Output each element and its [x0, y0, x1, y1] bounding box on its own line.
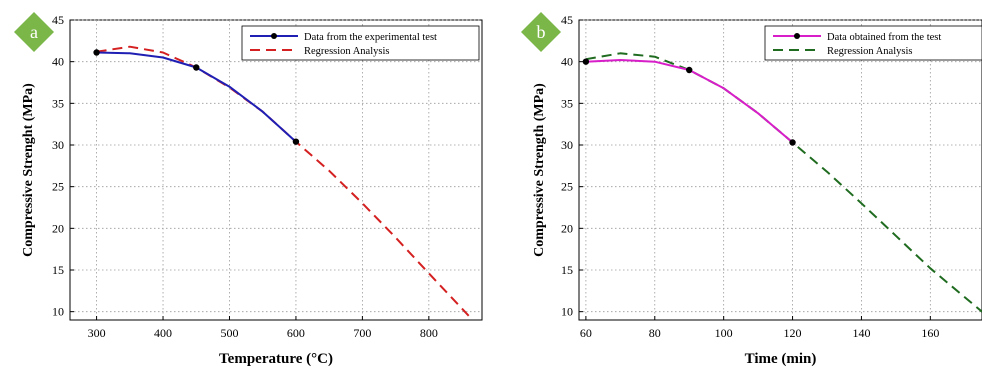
plot-area — [69, 19, 483, 321]
panel-a-chart: 300 400 500 600 700 800 10 15 20 25 30 35 40 45 Temper… — [14, 12, 483, 367]
y-tick-label: 25 — [52, 180, 64, 194]
legend-marker — [794, 33, 800, 39]
legend-box — [241, 25, 480, 61]
panel-badge — [14, 12, 54, 52]
legend-label: Data from the experimental test — [304, 32, 437, 43]
y-axis-label: Compressive Strenght (MPa) — [21, 83, 36, 257]
x-tick-label: 300 — [88, 326, 106, 340]
panel-b-chart: 60 80 100 120 140 160 10 15 20 25 30 35 40 45 Time (mi… — [521, 12, 982, 367]
x-tick-label: 140 — [852, 326, 870, 340]
x-tick-label: 400 — [154, 326, 172, 340]
plot-area — [578, 19, 982, 321]
x-tick-label: 800 — [420, 326, 438, 340]
y-tick-label: 35 — [561, 96, 573, 110]
panel-badge-label: a — [30, 22, 38, 42]
y-tick-label: 45 — [561, 13, 573, 27]
y-tick-label: 30 — [561, 138, 573, 152]
y-tick-label: 10 — [561, 305, 573, 319]
panel-badge-label: b — [537, 22, 546, 42]
x-tick-label: 120 — [784, 326, 802, 340]
y-tick-label: 30 — [52, 138, 64, 152]
y-tick-label: 15 — [52, 263, 64, 277]
y-tick-label: 15 — [561, 263, 573, 277]
y-tick-label: 10 — [52, 305, 64, 319]
y-tick-label: 40 — [561, 55, 573, 69]
legend-box — [764, 25, 982, 61]
x-tick-label: 600 — [287, 326, 305, 340]
x-tick-label: 80 — [649, 326, 661, 340]
y-tick-label: 35 — [52, 96, 64, 110]
legend-marker — [271, 33, 277, 39]
legend-label: Data obtained from the test — [827, 32, 941, 43]
x-tick-label: 160 — [921, 326, 939, 340]
y-tick-label: 40 — [52, 55, 64, 69]
x-tick-label: 100 — [715, 326, 733, 340]
data-point-marker — [93, 49, 100, 56]
data-point-marker — [193, 64, 200, 71]
x-axis-label: Time (min) — [745, 351, 817, 367]
y-tick-label: 20 — [561, 221, 573, 235]
data-point-marker — [789, 139, 796, 146]
panel-badge — [521, 12, 561, 52]
y-axis-label: Compressive Strength (MPa) — [532, 83, 547, 257]
x-tick-label: 60 — [580, 326, 592, 340]
legend-label: Regression Analysis — [827, 46, 912, 57]
y-tick-label: 20 — [52, 221, 64, 235]
legend-label: Regression Analysis — [304, 46, 389, 57]
x-tick-label: 500 — [220, 326, 238, 340]
data-point-marker — [292, 138, 300, 145]
x-tick-label: 700 — [353, 326, 371, 340]
x-axis-label: Temperature (°C) — [219, 351, 333, 367]
y-tick-label: 25 — [561, 180, 573, 194]
series-line-regression — [96, 45, 470, 317]
data-point-marker — [686, 66, 693, 74]
data-point-marker — [582, 58, 590, 65]
y-tick-label: 45 — [52, 13, 64, 27]
